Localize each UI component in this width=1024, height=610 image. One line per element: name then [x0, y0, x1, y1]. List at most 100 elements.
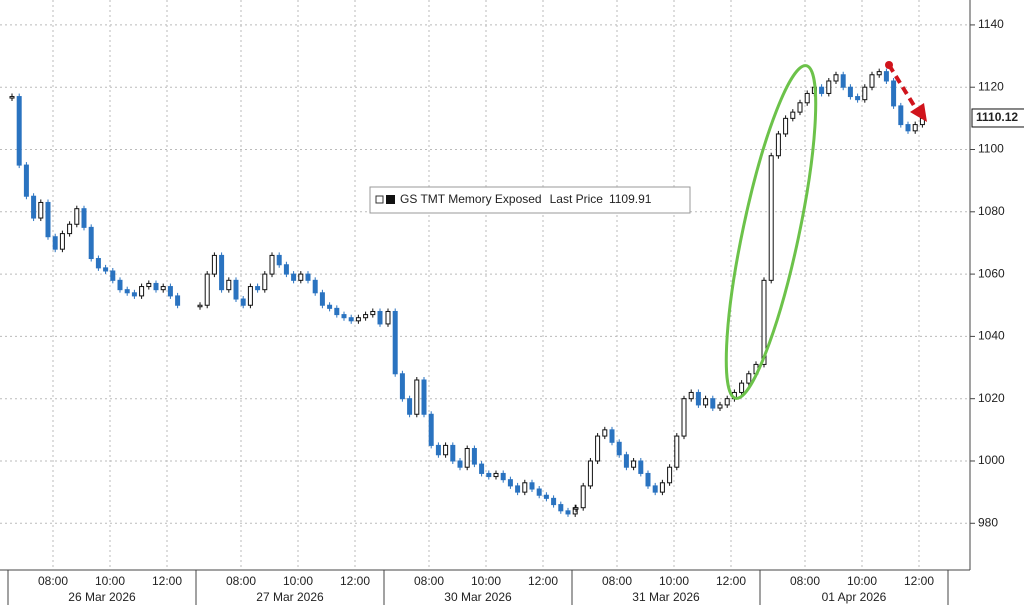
y-tick-label: 1140 [978, 17, 1004, 31]
candle [905, 124, 911, 132]
x-time-label: 12:00 [716, 574, 746, 588]
x-date-label: 30 Mar 2026 [444, 590, 512, 604]
legend-series-name: GS TMT Memory Exposed [400, 192, 542, 206]
x-time-label: 12:00 [904, 574, 934, 588]
candle [435, 444, 441, 456]
candle [117, 279, 123, 291]
x-date-label: 26 Mar 2026 [68, 590, 136, 604]
candle [529, 482, 535, 490]
candle [305, 273, 311, 281]
candle [912, 124, 918, 132]
candle [52, 236, 58, 250]
candle [124, 289, 130, 294]
x-time-label: 08:00 [790, 574, 820, 588]
x-time-label: 10:00 [659, 574, 689, 588]
candle [703, 398, 709, 406]
candle [312, 279, 318, 294]
candle [399, 373, 405, 400]
candle [797, 102, 803, 113]
candle [551, 497, 557, 506]
candle [298, 273, 304, 281]
candle [377, 310, 383, 325]
candle [139, 286, 145, 297]
legend-last-price: 1109.91 [609, 192, 652, 206]
candle [616, 441, 622, 456]
x-time-label: 08:00 [414, 574, 444, 588]
candle [724, 398, 730, 406]
x-date-label: 27 Mar 2026 [256, 590, 324, 604]
candle [652, 485, 658, 493]
candle [67, 223, 73, 235]
x-time-label: 12:00 [528, 574, 558, 588]
candle [269, 254, 275, 275]
candle [674, 435, 680, 468]
candle [31, 195, 37, 219]
candle [783, 117, 789, 135]
candle [819, 86, 825, 94]
candle [479, 463, 485, 474]
candle [283, 264, 289, 275]
candle [240, 298, 246, 306]
candle [573, 507, 579, 510]
candle [623, 454, 629, 468]
legend-toggle [375, 195, 384, 204]
candle [746, 373, 752, 384]
candle [847, 86, 853, 98]
legend-text: Last Price [550, 192, 604, 206]
x-time-label: 08:00 [226, 574, 256, 588]
candle [262, 273, 268, 291]
candle [363, 314, 369, 319]
candle [355, 317, 361, 322]
candle [146, 282, 152, 288]
candle [790, 111, 796, 119]
candle [175, 295, 181, 306]
candle [500, 472, 506, 481]
candle [739, 382, 745, 393]
x-time-label: 10:00 [471, 574, 501, 588]
candle [645, 472, 651, 487]
candle [45, 201, 51, 238]
candle [81, 208, 87, 228]
candle [160, 286, 166, 291]
candle [88, 226, 94, 260]
candle [450, 444, 456, 462]
candle [23, 164, 29, 197]
candle [695, 391, 701, 406]
legend-box [369, 186, 691, 214]
candle [587, 460, 593, 487]
x-time-label: 10:00 [95, 574, 125, 588]
x-date-label: 01 Apr 2026 [822, 590, 887, 604]
candle [407, 398, 413, 415]
y-tick-label: 1020 [978, 391, 1005, 405]
candle [840, 74, 846, 88]
candle [414, 379, 420, 415]
candle [95, 258, 101, 269]
x-time-label: 10:00 [283, 574, 313, 588]
current-value-label: 1110.12 [976, 110, 1018, 124]
candle [219, 254, 225, 291]
y-tick-label: 1120 [978, 79, 1004, 93]
candle [595, 435, 601, 462]
candle [131, 292, 137, 297]
candle [638, 460, 644, 474]
candle [348, 317, 354, 322]
candle [233, 279, 239, 300]
candle [883, 71, 889, 82]
candle [319, 292, 325, 306]
candle [428, 413, 434, 446]
trend-arrow [887, 63, 920, 114]
candle [464, 448, 470, 468]
candle [204, 273, 210, 306]
candle [493, 472, 499, 478]
candle [471, 448, 477, 465]
candle [580, 485, 586, 509]
candle [334, 307, 340, 316]
candle [421, 379, 427, 415]
y-tick-label: 1080 [978, 204, 1005, 218]
candle [276, 254, 282, 266]
candle [869, 74, 875, 88]
candle [507, 479, 513, 487]
candle [631, 460, 637, 468]
candle [826, 80, 832, 94]
